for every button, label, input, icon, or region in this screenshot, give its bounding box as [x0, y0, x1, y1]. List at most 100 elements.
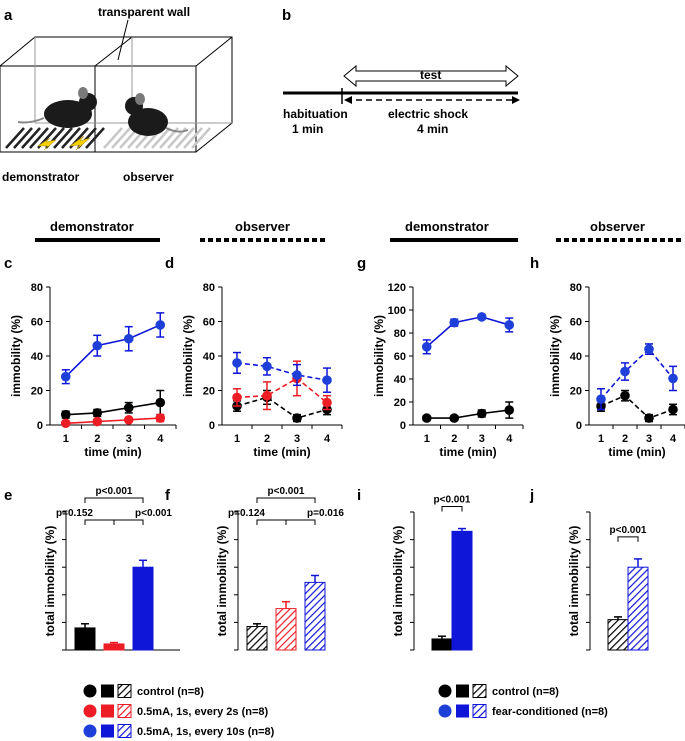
legend-marker-hatched [472, 704, 487, 718]
p-value-label: p<0.001 [268, 486, 305, 497]
y-tick-label: 60 [394, 351, 406, 363]
bar [431, 638, 453, 651]
legend-marker-circle [438, 704, 452, 718]
data-point [504, 320, 515, 330]
legend-marker-square [101, 684, 114, 698]
series-1 [232, 360, 332, 411]
series-line [600, 347, 674, 400]
panel-letter-j: j [529, 487, 534, 504]
shock-arrow-head-right [512, 96, 520, 104]
legend-label: 0.5mA, 1s, every 10s (n=8) [137, 726, 275, 738]
x-tick-label: 1 [234, 433, 240, 445]
y-axis-label: total immobility (%) [567, 526, 581, 637]
legend-marker-circle [83, 724, 97, 738]
data-point [232, 392, 242, 403]
significance-bracket: p=0.124 [228, 508, 287, 525]
y-tick-label: 0 [209, 420, 215, 432]
bar-group [607, 616, 629, 651]
x-tick-label: 2 [622, 433, 628, 445]
x-tick-label: 4 [324, 433, 331, 445]
bar-group [103, 641, 125, 651]
panel-a: a transparent wall [0, 5, 233, 184]
p-value-label: p<0.001 [96, 486, 133, 497]
data-point [504, 405, 515, 415]
observer-label: observer [123, 170, 174, 184]
bar [132, 566, 154, 651]
significance-bracket: p<0.001 [84, 486, 144, 503]
legend-label: fear-conditioned (n=8) [492, 706, 608, 718]
x-axis-label: time (min) [84, 445, 141, 459]
chart-panel-h: h 0 20 40 60 80 1 2 3 4 time (min) immobility (%) [530, 255, 685, 459]
p-value-label: p=0.124 [228, 508, 265, 519]
y-tick-label: 20 [570, 386, 582, 398]
y-tick-label: 40 [570, 351, 582, 363]
p-value-label: p=0.016 [307, 508, 344, 519]
data-point [292, 370, 302, 380]
shock-arrow-head-left [344, 96, 352, 104]
panel-letter-e: e [4, 487, 12, 504]
observer-mouse [125, 93, 189, 136]
data-point [292, 413, 302, 423]
series-line [236, 377, 328, 404]
y-axis-label: immobility (%) [548, 315, 562, 397]
data-point [421, 342, 432, 352]
y-tick-label: 60 [570, 317, 582, 329]
panel-letter-a: a [4, 7, 13, 24]
x-tick-label: 3 [646, 433, 652, 445]
bracket-line [285, 519, 316, 525]
bracket-line [84, 497, 144, 503]
significance-bracket: p=0.016 [285, 508, 344, 525]
legend-marker-square [101, 704, 114, 718]
data-point [476, 312, 487, 322]
wall-pointer-line [117, 19, 129, 61]
p-value-label: p<0.001 [434, 495, 471, 506]
significance-bracket: p<0.001 [113, 508, 172, 525]
x-tick-label: 3 [294, 433, 300, 445]
legend-item: 0.5mA, 1s, every 10s (n=8) [83, 724, 275, 738]
x-tick-label: 2 [451, 433, 457, 445]
data-point [596, 394, 606, 404]
panel-letter-c: c [4, 255, 12, 272]
legend-marker-square [101, 724, 114, 738]
legend-label: 0.5mA, 1s, every 2s (n=8) [137, 706, 268, 718]
bar [451, 530, 473, 651]
significance-bracket: p<0.001 [434, 495, 471, 512]
bar [103, 643, 125, 651]
chart-panel-d: d 0 20 40 60 80 1 2 3 4 time (min) immobility (%) [165, 255, 343, 459]
data-point [60, 409, 71, 420]
legend-item: control (n=8) [438, 684, 559, 698]
series-2 [60, 312, 166, 385]
y-tick-label: 80 [394, 328, 406, 340]
legend-marker-circle [438, 684, 452, 698]
legend-item: control (n=8) [83, 684, 204, 698]
y-tick-label: 60 [203, 317, 215, 329]
x-tick-label: 2 [264, 433, 270, 445]
x-tick-label: 1 [63, 433, 69, 445]
header-demonstrator-right: demonstrator [405, 219, 489, 234]
series-1 [421, 312, 515, 355]
data-point [644, 344, 654, 354]
bracket-line [256, 519, 287, 525]
data-point [476, 408, 487, 419]
data-point [123, 415, 134, 425]
data-point [123, 333, 134, 344]
legend-marker-hatched [472, 684, 487, 698]
y-axis-label: immobility (%) [9, 315, 23, 397]
series-0 [596, 389, 678, 423]
habituation-time: 1 min [292, 122, 323, 136]
series-line [600, 394, 674, 420]
panel-letter-b: b [282, 7, 291, 24]
data-point [449, 317, 460, 328]
chart-panel-g: g 0 20 40 60 80 100 120 1 2 3 4 time (min) immobility… [357, 255, 524, 459]
legend-label: control (n=8) [492, 686, 559, 698]
bracket-line [256, 497, 316, 503]
bracket-line [84, 519, 115, 525]
y-tick-label: 0 [37, 420, 43, 432]
bar [607, 619, 629, 651]
data-point [123, 402, 134, 413]
panel-letter-h: h [530, 255, 539, 272]
y-tick-label: 120 [388, 282, 406, 294]
series-line [236, 396, 328, 419]
x-axis-label: time (min) [253, 445, 310, 459]
